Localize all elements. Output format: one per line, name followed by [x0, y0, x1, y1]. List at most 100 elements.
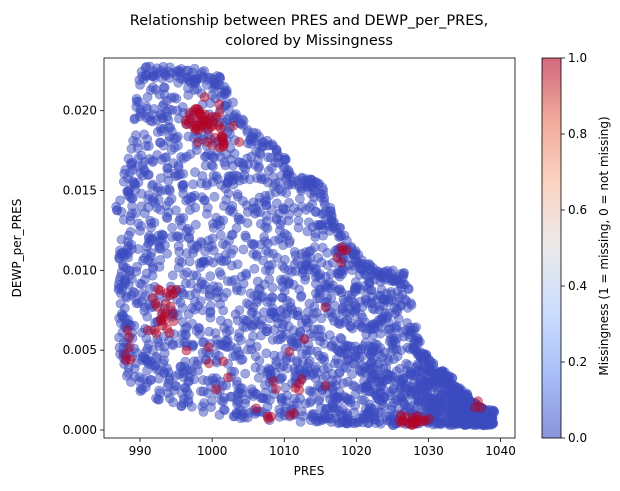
scatter-point — [219, 392, 230, 403]
scatter-point — [207, 373, 218, 383]
scatter-point — [209, 191, 220, 202]
y-tick-label: 0.000 — [63, 423, 97, 437]
scatter-point — [303, 217, 314, 228]
scatter-point — [122, 370, 132, 381]
scatter-point — [226, 260, 237, 271]
scatter-point-missing — [148, 292, 158, 303]
scatter-point — [278, 240, 288, 250]
scatter-point-missing — [204, 358, 214, 369]
y-tick-label: 0.015 — [63, 184, 97, 198]
scatter-point-missing — [157, 307, 168, 318]
scatter-point — [367, 346, 378, 357]
scatter-point — [226, 248, 237, 259]
scatter-point — [398, 268, 409, 279]
scatter-point — [223, 171, 234, 182]
scatter-point-missing — [214, 142, 225, 153]
scatter-point — [238, 161, 249, 172]
scatter-point — [265, 313, 275, 324]
scatter-point — [347, 369, 357, 380]
scatter-point — [152, 150, 163, 160]
scatter-point-missing — [234, 137, 245, 147]
scatter-point — [221, 327, 232, 337]
scatter-point — [318, 224, 328, 235]
scatter-point-missing — [203, 342, 214, 352]
scatter-point — [163, 136, 174, 147]
scatter-point — [213, 174, 223, 185]
chart-title-line-1: Relationship between PRES and DEWP_per_P… — [130, 13, 488, 29]
scatter-point-missing — [294, 385, 305, 395]
scatter-point — [146, 218, 157, 229]
scatter-point — [381, 368, 392, 379]
scatter-point — [397, 327, 408, 337]
scatter-point — [152, 353, 162, 364]
scatter-point — [251, 389, 262, 400]
scatter-point — [405, 298, 416, 308]
scatter-point — [120, 274, 131, 285]
scatter-point-missing — [473, 396, 483, 407]
scatter-point — [238, 116, 249, 126]
scatter-point — [450, 381, 461, 392]
scatter-point — [131, 93, 142, 104]
scatter-point — [272, 334, 283, 345]
scatter-point-missing — [201, 116, 212, 127]
colorbar-tick-label: 0.0 — [568, 431, 587, 445]
scatter-point — [167, 270, 178, 281]
scatter-point — [173, 160, 184, 171]
scatter-point — [402, 402, 413, 412]
scatter-point — [131, 266, 142, 277]
scatter-point — [307, 314, 318, 324]
scatter-point — [170, 205, 181, 216]
scatter-point — [233, 171, 244, 182]
scatter-point — [173, 241, 184, 251]
scatter-point — [315, 269, 326, 280]
scatter-point — [282, 363, 293, 374]
scatter-point — [341, 307, 351, 318]
scatter-point — [178, 368, 189, 379]
scatter-point — [334, 222, 345, 233]
scatter-point — [388, 397, 399, 408]
scatter-point-missing — [124, 342, 135, 353]
scatter-point — [402, 342, 413, 353]
scatter-point — [164, 196, 174, 207]
scatter-point — [128, 177, 139, 188]
scatter-point — [373, 315, 384, 326]
scatter-point — [142, 134, 153, 145]
scatter-point — [342, 376, 353, 387]
scatter-point — [316, 257, 327, 268]
scatter-point — [152, 182, 163, 193]
scatter-point — [247, 322, 258, 332]
scatter-point — [375, 388, 385, 399]
scatter-point — [381, 295, 391, 306]
scatter-point — [131, 208, 141, 219]
scatter-point — [193, 301, 203, 311]
scatter-point — [180, 382, 190, 393]
scatter-point — [308, 324, 319, 335]
scatter-point-missing — [164, 328, 175, 338]
scatter-point — [195, 386, 206, 397]
scatter-point-missing — [166, 284, 177, 295]
scatter-point-missing — [210, 132, 220, 143]
scatter-point — [356, 394, 367, 405]
scatter-point — [162, 213, 173, 223]
scatter-point — [374, 376, 385, 387]
scatter-point — [310, 278, 321, 289]
scatter-point-missing — [185, 113, 196, 124]
scatter-point — [441, 407, 452, 418]
y-axis-label: DEWP_per_PRES — [10, 199, 24, 298]
scatter-point — [119, 303, 130, 314]
scatter-point — [312, 179, 323, 190]
scatter-point — [326, 283, 337, 294]
scatter-point — [177, 302, 188, 313]
scatter-point — [385, 387, 396, 397]
scatter-point — [205, 300, 216, 311]
scatter-point — [167, 340, 178, 351]
scatter-point — [278, 203, 288, 213]
scatter-point — [244, 174, 255, 185]
scatter-point — [135, 278, 145, 289]
scatter-point — [167, 222, 177, 233]
chart-title-line-2: colored by Missingness — [225, 33, 393, 49]
scatter-point — [314, 393, 325, 404]
scatter-point-missing — [417, 416, 427, 427]
scatter-point — [236, 285, 246, 296]
scatter-point — [393, 375, 404, 385]
